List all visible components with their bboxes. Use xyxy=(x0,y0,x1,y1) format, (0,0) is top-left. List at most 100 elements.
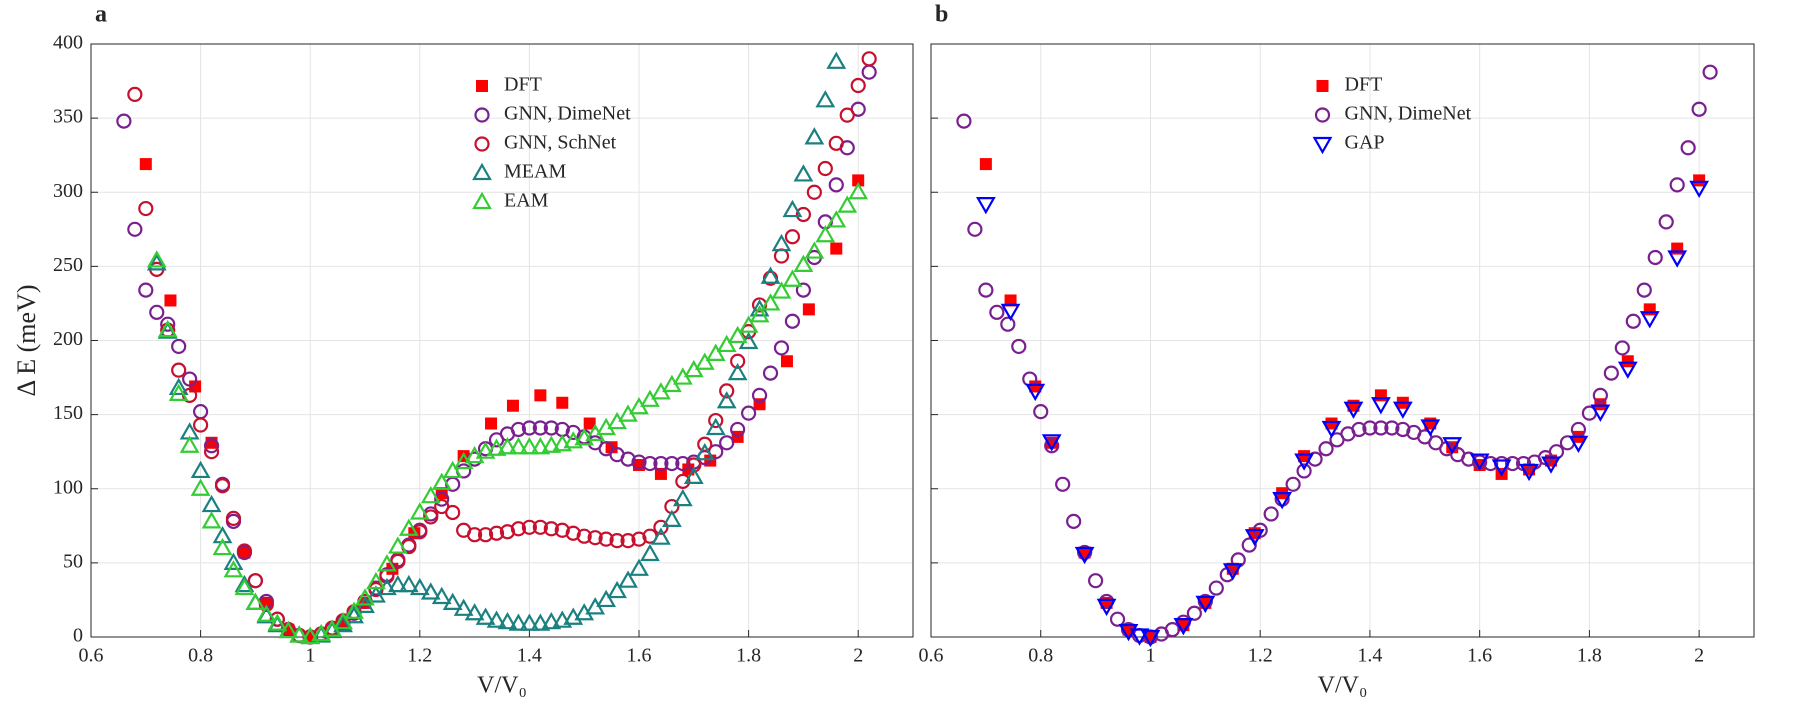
marker-square xyxy=(1693,174,1706,187)
marker-square xyxy=(139,158,152,171)
marker-triangle-down xyxy=(1129,628,1150,646)
marker-circle xyxy=(587,530,603,546)
marker-circle xyxy=(631,454,647,470)
x-tick-label: 0.8 xyxy=(1028,645,1053,667)
marker-triangle-up xyxy=(344,601,364,619)
marker-circle xyxy=(1362,420,1378,436)
marker-circle xyxy=(1669,177,1685,193)
marker-circle xyxy=(795,206,812,223)
x-axis-label: V/V₀ xyxy=(477,673,527,699)
marker-triangle-down xyxy=(1195,595,1216,614)
marker-circle xyxy=(182,371,198,387)
marker-circle xyxy=(390,553,406,569)
marker-circle xyxy=(576,528,592,544)
marker-circle xyxy=(1603,365,1619,381)
marker-circle xyxy=(116,113,132,129)
marker-triangle-up xyxy=(629,558,649,576)
marker-triangle-up xyxy=(256,604,277,622)
marker-circle xyxy=(1373,420,1389,436)
marker-circle xyxy=(664,455,680,472)
marker-triangle-down xyxy=(975,197,996,215)
marker-circle xyxy=(620,451,636,467)
marker-triangle-up xyxy=(651,527,671,545)
marker-triangle-up xyxy=(409,502,430,520)
marker-triangle-down xyxy=(1568,435,1589,454)
marker-circle xyxy=(565,525,581,541)
marker-circle xyxy=(675,473,691,489)
marker-triangle-up xyxy=(486,438,507,456)
y-tick-label: 350 xyxy=(53,106,83,128)
marker-square xyxy=(1004,294,1017,307)
marker-circle xyxy=(423,509,439,525)
marker-square xyxy=(1671,242,1684,255)
marker-triangle-up xyxy=(804,127,825,145)
marker-circle xyxy=(1351,421,1367,438)
marker-circle xyxy=(1658,214,1674,230)
marker-circle xyxy=(1263,506,1279,522)
marker-square xyxy=(654,467,667,480)
marker-circle xyxy=(1296,463,1312,479)
marker-circle xyxy=(499,524,516,540)
marker-circle xyxy=(784,313,801,329)
marker-triangle-up xyxy=(190,460,211,479)
marker-circle xyxy=(1066,513,1082,529)
marker-circle xyxy=(631,531,647,547)
marker-triangle-up xyxy=(683,466,704,484)
marker-triangle-down xyxy=(1442,437,1463,455)
marker-triangle-down xyxy=(1041,434,1062,452)
marker-circle xyxy=(850,77,866,94)
marker-circle xyxy=(138,200,154,217)
marker-triangle-up xyxy=(749,305,770,323)
marker-circle xyxy=(1636,282,1652,298)
marker-square xyxy=(164,294,177,307)
marker-triangle-down xyxy=(1617,361,1638,379)
marker-triangle-up xyxy=(782,199,803,218)
marker-triangle-up xyxy=(716,391,737,409)
marker-circle xyxy=(214,478,231,494)
marker-triangle-up xyxy=(716,334,737,353)
marker-triangle-up xyxy=(497,611,518,630)
marker-triangle-up xyxy=(486,610,507,628)
marker-circle xyxy=(445,504,461,521)
marker-circle xyxy=(861,51,877,67)
legend-label: EAM xyxy=(504,190,549,212)
marker-triangle-up xyxy=(519,437,540,455)
marker-triangle-down xyxy=(1392,401,1413,419)
marker-triangle-down xyxy=(1343,401,1364,419)
marker-triangle-up xyxy=(201,494,222,513)
marker-triangle-up xyxy=(344,606,364,624)
marker-triangle-up xyxy=(793,164,814,182)
marker-triangle-up xyxy=(596,589,617,608)
x-tick-label: 2 xyxy=(1694,645,1704,667)
x-tick-label: 0.6 xyxy=(79,645,104,667)
marker-square xyxy=(830,242,843,255)
marker-circle xyxy=(127,221,143,237)
marker-triangle-down xyxy=(1519,463,1539,482)
marker-circle xyxy=(1625,313,1641,329)
marker-triangle-up xyxy=(826,51,847,69)
marker-circle xyxy=(1164,621,1181,638)
legend-label: GNN, SchNet xyxy=(504,132,617,154)
marker-circle xyxy=(543,420,559,436)
marker-circle xyxy=(1285,476,1301,492)
marker-square xyxy=(238,546,251,559)
marker-circle xyxy=(1208,580,1224,596)
marker-triangle-up xyxy=(848,182,869,200)
y-tick-label: 150 xyxy=(53,402,83,424)
plot-frame xyxy=(930,43,1755,638)
marker-triangle-up xyxy=(377,554,397,572)
marker-circle xyxy=(653,519,669,535)
x-tick-label: 1.8 xyxy=(736,645,761,667)
marker-triangle-up xyxy=(179,435,200,453)
marker-circle xyxy=(697,436,713,452)
marker-triangle-up xyxy=(607,580,627,599)
marker-circle xyxy=(510,521,527,537)
marker-circle xyxy=(1702,64,1718,80)
y-tick-label: 200 xyxy=(53,328,83,350)
marker-triangle-down xyxy=(1222,563,1243,581)
marker-triangle-up xyxy=(212,537,233,556)
marker-circle xyxy=(967,221,983,237)
marker-circle xyxy=(956,113,972,129)
marker-triangle-up xyxy=(453,598,474,616)
marker-circle xyxy=(1000,316,1016,332)
